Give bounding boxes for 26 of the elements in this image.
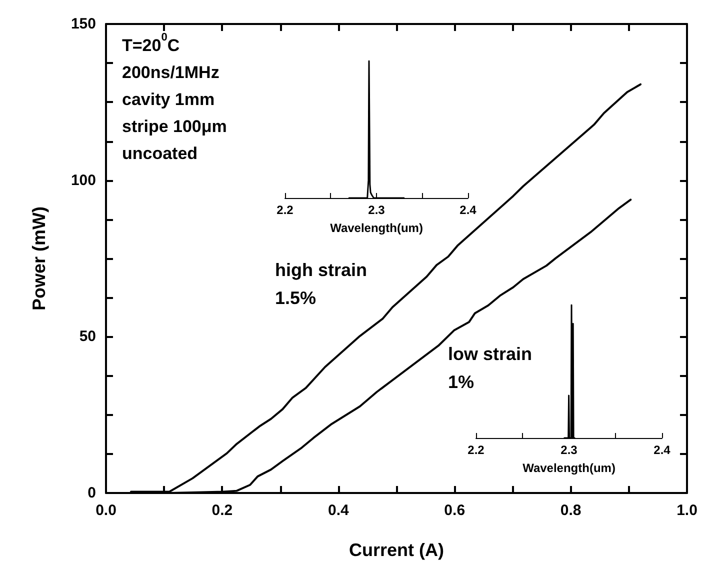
x-tick-label: 2.2 — [276, 203, 294, 217]
x-tick-label: 0.2 — [212, 502, 233, 519]
annotation: uncoated — [122, 144, 198, 163]
annotation: 200ns/1MHz — [122, 63, 220, 82]
x-tick-label: 0.8 — [560, 502, 582, 519]
y-tick-label: 100 — [70, 172, 96, 189]
series-label: high strain 1.5% — [275, 260, 368, 308]
annotation: stripe 100μm — [122, 117, 227, 136]
annotation: cavity 1mm — [122, 90, 215, 109]
y-tick-label: 50 — [79, 328, 96, 346]
x-tick-label: 2.3 — [368, 203, 386, 217]
y-tick-label: 150 — [70, 16, 96, 32]
x-tick-label: 2.2 — [468, 443, 485, 457]
x-axis-title: Wavelength(um) — [330, 221, 423, 235]
y-tick-label: 0 — [88, 484, 96, 502]
x-tick-label: 1.0 — [676, 502, 698, 519]
x-tick-label: 0.4 — [328, 502, 350, 519]
x-tick-label: 0.6 — [444, 502, 466, 519]
y-axis-title: Power (mW) — [29, 206, 49, 311]
x-axis-title: Current (A) — [349, 540, 444, 560]
series-label: low strain 1% — [448, 344, 532, 392]
x-tick-label: 2.3 — [560, 443, 578, 457]
x-axis-title: Wavelength(um) — [522, 461, 616, 475]
x-tick-label: 0.0 — [96, 502, 116, 519]
x-tick-label: 2.4 — [460, 203, 477, 217]
x-tick-label: 2.4 — [654, 443, 671, 457]
